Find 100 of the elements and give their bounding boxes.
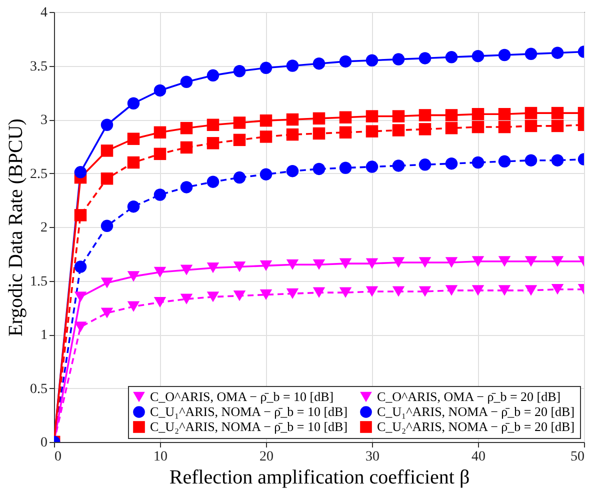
- point: [418, 158, 432, 171]
- point: [180, 141, 193, 154]
- point: [100, 220, 114, 232]
- point: [418, 109, 432, 122]
- point: [498, 108, 511, 120]
- point: [472, 285, 484, 296]
- point: [445, 51, 458, 64]
- point: [418, 123, 432, 136]
- point: [100, 118, 114, 131]
- point: [233, 261, 246, 272]
- point: [339, 55, 352, 68]
- point: [127, 132, 140, 145]
- y-tick-label: 2.5: [30, 166, 48, 182]
- point: [286, 259, 299, 270]
- point: [524, 120, 538, 132]
- point: [392, 257, 405, 268]
- point: [472, 50, 484, 62]
- point: [472, 120, 484, 134]
- point: [127, 200, 140, 213]
- point: [339, 111, 352, 124]
- x-tick-label: 20: [260, 450, 274, 464]
- point: [366, 258, 378, 269]
- point: [286, 113, 299, 126]
- point: [206, 69, 220, 82]
- point: [392, 53, 405, 66]
- point: [286, 128, 299, 141]
- point: [100, 308, 114, 318]
- point: [524, 154, 538, 166]
- point: [366, 110, 378, 122]
- point: [74, 292, 87, 302]
- point: [260, 62, 272, 74]
- point: [498, 155, 511, 168]
- point: [392, 160, 405, 172]
- point: [551, 46, 564, 59]
- point: [445, 257, 458, 268]
- point: [286, 60, 299, 72]
- point: [180, 264, 193, 276]
- point: [312, 162, 326, 176]
- point: [392, 124, 405, 136]
- point: [551, 120, 564, 132]
- point: [498, 256, 511, 267]
- point: [180, 122, 193, 134]
- point: [339, 287, 352, 298]
- point: [498, 285, 511, 296]
- point: [524, 48, 538, 60]
- point: [127, 97, 140, 110]
- point: [551, 284, 564, 295]
- point: [366, 54, 378, 66]
- legend-label: C_O^ARIS, OMA − ρ̄_b = 10 [dB]: [150, 389, 334, 404]
- x-tick-label: 50: [570, 450, 584, 464]
- point: [260, 114, 272, 127]
- point: [366, 160, 378, 173]
- point: [154, 296, 166, 308]
- point: [498, 120, 511, 134]
- point: [312, 259, 326, 270]
- point: [498, 48, 511, 62]
- point: [418, 257, 432, 268]
- point: [154, 126, 166, 139]
- point: [286, 164, 299, 178]
- point: [312, 112, 326, 125]
- y-tick-label: 0: [40, 436, 48, 450]
- point: [154, 188, 166, 201]
- point: [233, 116, 246, 129]
- point: [74, 166, 87, 178]
- point: [206, 292, 220, 302]
- point: [339, 162, 352, 174]
- point: [392, 110, 405, 122]
- point: [339, 258, 352, 269]
- point: [524, 106, 538, 120]
- y-tick-label: 1.5: [30, 274, 48, 290]
- y-tick-label: 2: [40, 220, 48, 236]
- point: [100, 172, 114, 185]
- point: [524, 256, 538, 267]
- point: [551, 154, 564, 166]
- y-tick-label: 4: [40, 6, 48, 20]
- point: [154, 84, 166, 97]
- point: [366, 286, 378, 297]
- x-axis-title: Reflection amplification coefficient β: [169, 466, 470, 488]
- point: [418, 286, 432, 297]
- point: [233, 290, 246, 302]
- point: [180, 76, 193, 88]
- point: [551, 256, 564, 267]
- point: [524, 285, 538, 296]
- x-tick-label: 10: [154, 450, 168, 464]
- point: [260, 130, 272, 143]
- y-tick-label: 1: [40, 328, 48, 343]
- point: [180, 181, 193, 194]
- y-tick-label: 3: [40, 113, 48, 128]
- legend-label: C_U₁^ARIS, NOMA − ρ̄_b = 20 [dB]: [377, 404, 575, 419]
- point: [100, 144, 114, 157]
- x-tick-label: 0: [54, 450, 62, 464]
- x-tick-label: 30: [366, 450, 380, 464]
- point: [260, 289, 272, 300]
- point: [206, 262, 220, 274]
- point: [100, 278, 114, 288]
- point: [260, 260, 272, 272]
- point: [472, 108, 484, 120]
- point: [312, 57, 326, 70]
- point: [74, 260, 87, 273]
- point: [206, 137, 220, 150]
